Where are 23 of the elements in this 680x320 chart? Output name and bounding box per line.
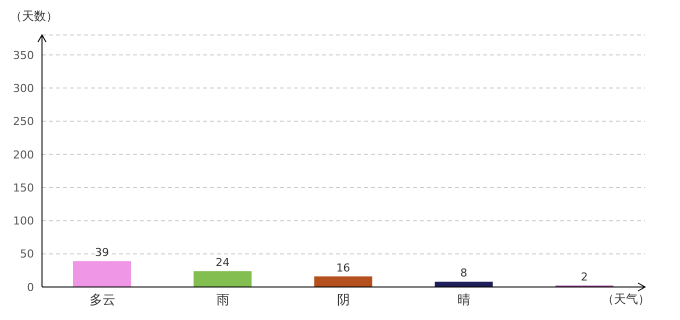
bar [194,271,252,287]
y-tick-label: 50 [20,248,34,261]
y-tick-label: 300 [13,82,34,95]
data-label: 2 [580,270,588,284]
y-tick-label: 350 [13,48,34,62]
x-tick-label: 晴 [458,293,471,308]
y-tick-label: 150 [13,181,34,194]
bar [73,261,131,287]
y-tick-label: 200 [13,148,34,162]
data-label: 16 [336,261,350,274]
bar [314,276,372,287]
data-label: 24 [216,256,230,270]
y-tick-label: 100 [13,214,34,228]
y-tick-label: 0 [27,280,34,294]
y-tick-label: 250 [13,115,34,128]
x-tick-label: 雨 [216,293,230,308]
x-tick-label: 多云 [89,293,116,308]
x-tick-label: 阴 [337,293,350,308]
bar [434,282,493,287]
data-label: 39 [95,246,109,260]
x-axis-title: （天气） [602,291,650,308]
data-label: 8 [460,266,468,280]
y-axis-title: （天数） [10,8,58,25]
